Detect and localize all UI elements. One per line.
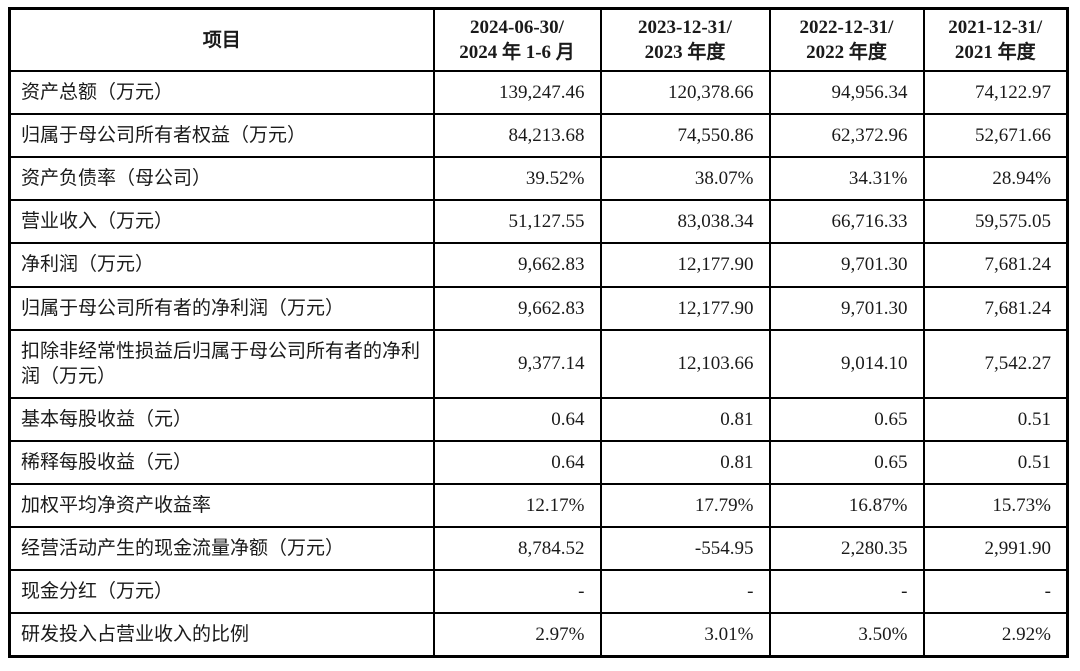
table-body: 资产总额（万元） 139,247.46 120,378.66 94,956.34…: [8, 70, 1069, 658]
cell-value: 9,701.30: [768, 285, 925, 331]
period-range-line: 2024 年 1-6 月: [459, 42, 575, 64]
column-header-period-2024-h1: 2024-06-30/ 2024 年 1-6 月: [432, 7, 602, 73]
cell-value: 7,681.24: [922, 285, 1069, 331]
row-item-label: 扣除非经常性损益后归属于母公司所有者的净利润（万元）: [8, 328, 435, 399]
row-item-label: 净利润（万元）: [8, 242, 435, 288]
period-range-line: 2021 年度: [954, 42, 1036, 64]
cell-value: 2,280.35: [768, 526, 925, 572]
cell-value: 8,784.52: [432, 526, 602, 572]
row-item-label: 归属于母公司所有者的净利润（万元）: [8, 285, 435, 331]
cell-value: 0.81: [599, 396, 771, 442]
cell-value: -: [599, 569, 771, 615]
period-range-line: 2023 年度: [644, 42, 726, 64]
row-item-label: 营业收入（万元）: [8, 199, 435, 245]
cell-value: 139,247.46: [432, 70, 602, 116]
cell-value: 59,575.05: [922, 199, 1069, 245]
table-row: 资产负债率（母公司） 39.52% 38.07% 34.31% 28.94%: [8, 156, 1069, 202]
cell-value: 74,550.86: [599, 113, 771, 159]
period-date-line: 2023-12-31/: [638, 17, 732, 38]
table-row: 净利润（万元） 9,662.83 12,177.90 9,701.30 7,68…: [8, 242, 1069, 288]
column-header-period-2023: 2023-12-31/ 2023 年度: [599, 7, 771, 73]
table-row: 研发投入占营业收入的比例 2.97% 3.01% 3.50% 2.92%: [8, 612, 1069, 658]
cell-value: 2.92%: [922, 612, 1069, 658]
cell-value: 12.17%: [432, 482, 602, 529]
cell-value: 62,372.96: [768, 113, 925, 159]
cell-value: 7,681.24: [922, 242, 1069, 288]
row-item-label: 资产总额（万元）: [8, 70, 435, 116]
cell-value: 120,378.66: [599, 70, 771, 116]
cell-value: 9,662.83: [432, 285, 602, 331]
column-header-period-2021: 2021-12-31/ 2021 年度: [922, 7, 1069, 73]
cell-value: 0.64: [432, 439, 602, 485]
table-row: 经营活动产生的现金流量净额（万元） 8,784.52 -554.95 2,280…: [8, 526, 1069, 572]
cell-value: 9,701.30: [768, 242, 925, 288]
column-header-period-2022: 2022-12-31/ 2022 年度: [768, 7, 925, 73]
cell-value: 12,177.90: [599, 285, 771, 331]
cell-value: 51,127.55: [432, 199, 602, 245]
table-row: 归属于母公司所有者的净利润（万元） 9,662.83 12,177.90 9,7…: [8, 285, 1069, 331]
row-item-label: 稀释每股收益（元）: [8, 439, 435, 485]
financial-summary-table: 项目 2024-06-30/ 2024 年 1-6 月 2023-12-31/ …: [8, 7, 1069, 659]
period-date-line: 2022-12-31/: [799, 17, 894, 38]
table-row: 营业收入（万元） 51,127.55 83,038.34 66,716.33 5…: [8, 199, 1069, 245]
cell-value: 9,377.14: [432, 328, 602, 399]
header-row: 项目 2024-06-30/ 2024 年 1-6 月 2023-12-31/ …: [8, 7, 1069, 73]
cell-value: -: [432, 569, 602, 615]
row-item-label: 归属于母公司所有者权益（万元）: [8, 113, 435, 159]
cell-value: 16.87%: [768, 482, 925, 529]
table-row: 扣除非经常性损益后归属于母公司所有者的净利润（万元） 9,377.14 12,1…: [8, 328, 1069, 399]
cell-value: 2,991.90: [922, 526, 1069, 572]
cell-value: 34.31%: [768, 156, 925, 202]
cell-value: -: [922, 569, 1069, 615]
cell-value: 38.07%: [599, 156, 771, 202]
cell-value: 3.01%: [599, 612, 771, 658]
row-item-label: 基本每股收益（元）: [8, 396, 435, 442]
cell-value: 0.51: [922, 396, 1069, 442]
cell-value: 0.64: [432, 396, 602, 442]
table-header: 项目 2024-06-30/ 2024 年 1-6 月 2023-12-31/ …: [8, 7, 1069, 73]
cell-value: 9,662.83: [432, 242, 602, 288]
row-item-label: 资产负债率（母公司）: [8, 156, 435, 202]
cell-value: 0.65: [768, 439, 925, 485]
cell-value: 0.51: [922, 439, 1069, 485]
table-row: 基本每股收益（元） 0.64 0.81 0.65 0.51: [8, 396, 1069, 442]
period-date-line: 2024-06-30/: [470, 17, 564, 38]
cell-value: 17.79%: [599, 482, 771, 529]
table-row: 现金分红（万元） - - - -: [8, 569, 1069, 615]
cell-value: 94,956.34: [768, 70, 925, 116]
column-header-item: 项目: [8, 7, 435, 73]
cell-value: 15.73%: [922, 482, 1069, 529]
period-range-line: 2022 年度: [806, 42, 887, 64]
table-row: 归属于母公司所有者权益（万元） 84,213.68 74,550.86 62,3…: [8, 113, 1069, 159]
cell-value: 28.94%: [922, 156, 1069, 202]
cell-value: 7,542.27: [922, 328, 1069, 399]
row-item-label: 研发投入占营业收入的比例: [8, 612, 435, 658]
cell-value: 2.97%: [432, 612, 602, 658]
row-item-label: 经营活动产生的现金流量净额（万元）: [8, 526, 435, 572]
cell-value: 12,177.90: [599, 242, 771, 288]
cell-value: 74,122.97: [922, 70, 1069, 116]
cell-value: 12,103.66: [599, 328, 771, 399]
period-date-line: 2021-12-31/: [948, 17, 1043, 38]
table-row: 稀释每股收益（元） 0.64 0.81 0.65 0.51: [8, 439, 1069, 485]
cell-value: 9,014.10: [768, 328, 925, 399]
cell-value: 52,671.66: [922, 113, 1069, 159]
cell-value: 0.65: [768, 396, 925, 442]
cell-value: 39.52%: [432, 156, 602, 202]
cell-value: 83,038.34: [599, 199, 771, 245]
cell-value: 3.50%: [768, 612, 925, 658]
table-row: 加权平均净资产收益率 12.17% 17.79% 16.87% 15.73%: [8, 482, 1069, 529]
row-item-label: 现金分红（万元）: [8, 569, 435, 615]
cell-value: 84,213.68: [432, 113, 602, 159]
table-row: 资产总额（万元） 139,247.46 120,378.66 94,956.34…: [8, 70, 1069, 116]
cell-value: 0.81: [599, 439, 771, 485]
cell-value: 66,716.33: [768, 199, 925, 245]
cell-value: -554.95: [599, 526, 771, 572]
row-item-label: 加权平均净资产收益率: [8, 482, 435, 529]
cell-value: -: [768, 569, 925, 615]
